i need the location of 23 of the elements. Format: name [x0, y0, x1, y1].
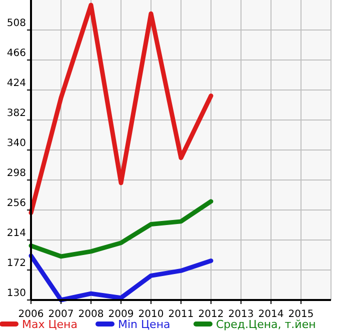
y-tick-label: 130	[6, 288, 26, 299]
y-tick-label: 172	[6, 258, 26, 269]
x-tick-label: 2006	[18, 309, 44, 320]
x-tick-label: 2012	[198, 309, 224, 320]
x-tick-label: 2013	[228, 309, 254, 320]
y-tick-label: 256	[6, 198, 26, 209]
legend-label: Сред.Цена, т.йен	[216, 318, 316, 331]
legend-label: Max Цена	[22, 318, 78, 331]
y-tick-label: 340	[6, 138, 26, 149]
x-tick-label: 2011	[168, 309, 194, 320]
x-tick-label: 2009	[108, 309, 134, 320]
legend-label: Min Цена	[118, 318, 170, 331]
x-tick-label: 2010	[138, 309, 164, 320]
y-tick-label: 298	[6, 168, 26, 179]
y-tick-label: 424	[6, 78, 26, 89]
y-tick-label: 466	[6, 48, 26, 59]
x-tick-label: 2014	[258, 309, 284, 320]
y-tick-label: 508	[6, 18, 26, 29]
y-tick-label: 214	[6, 228, 26, 239]
x-tick-label: 2015	[288, 309, 314, 320]
y-tick-label: 382	[6, 108, 26, 119]
x-tick-label: 2007	[48, 309, 74, 320]
x-tick-label: 2008	[78, 309, 104, 320]
